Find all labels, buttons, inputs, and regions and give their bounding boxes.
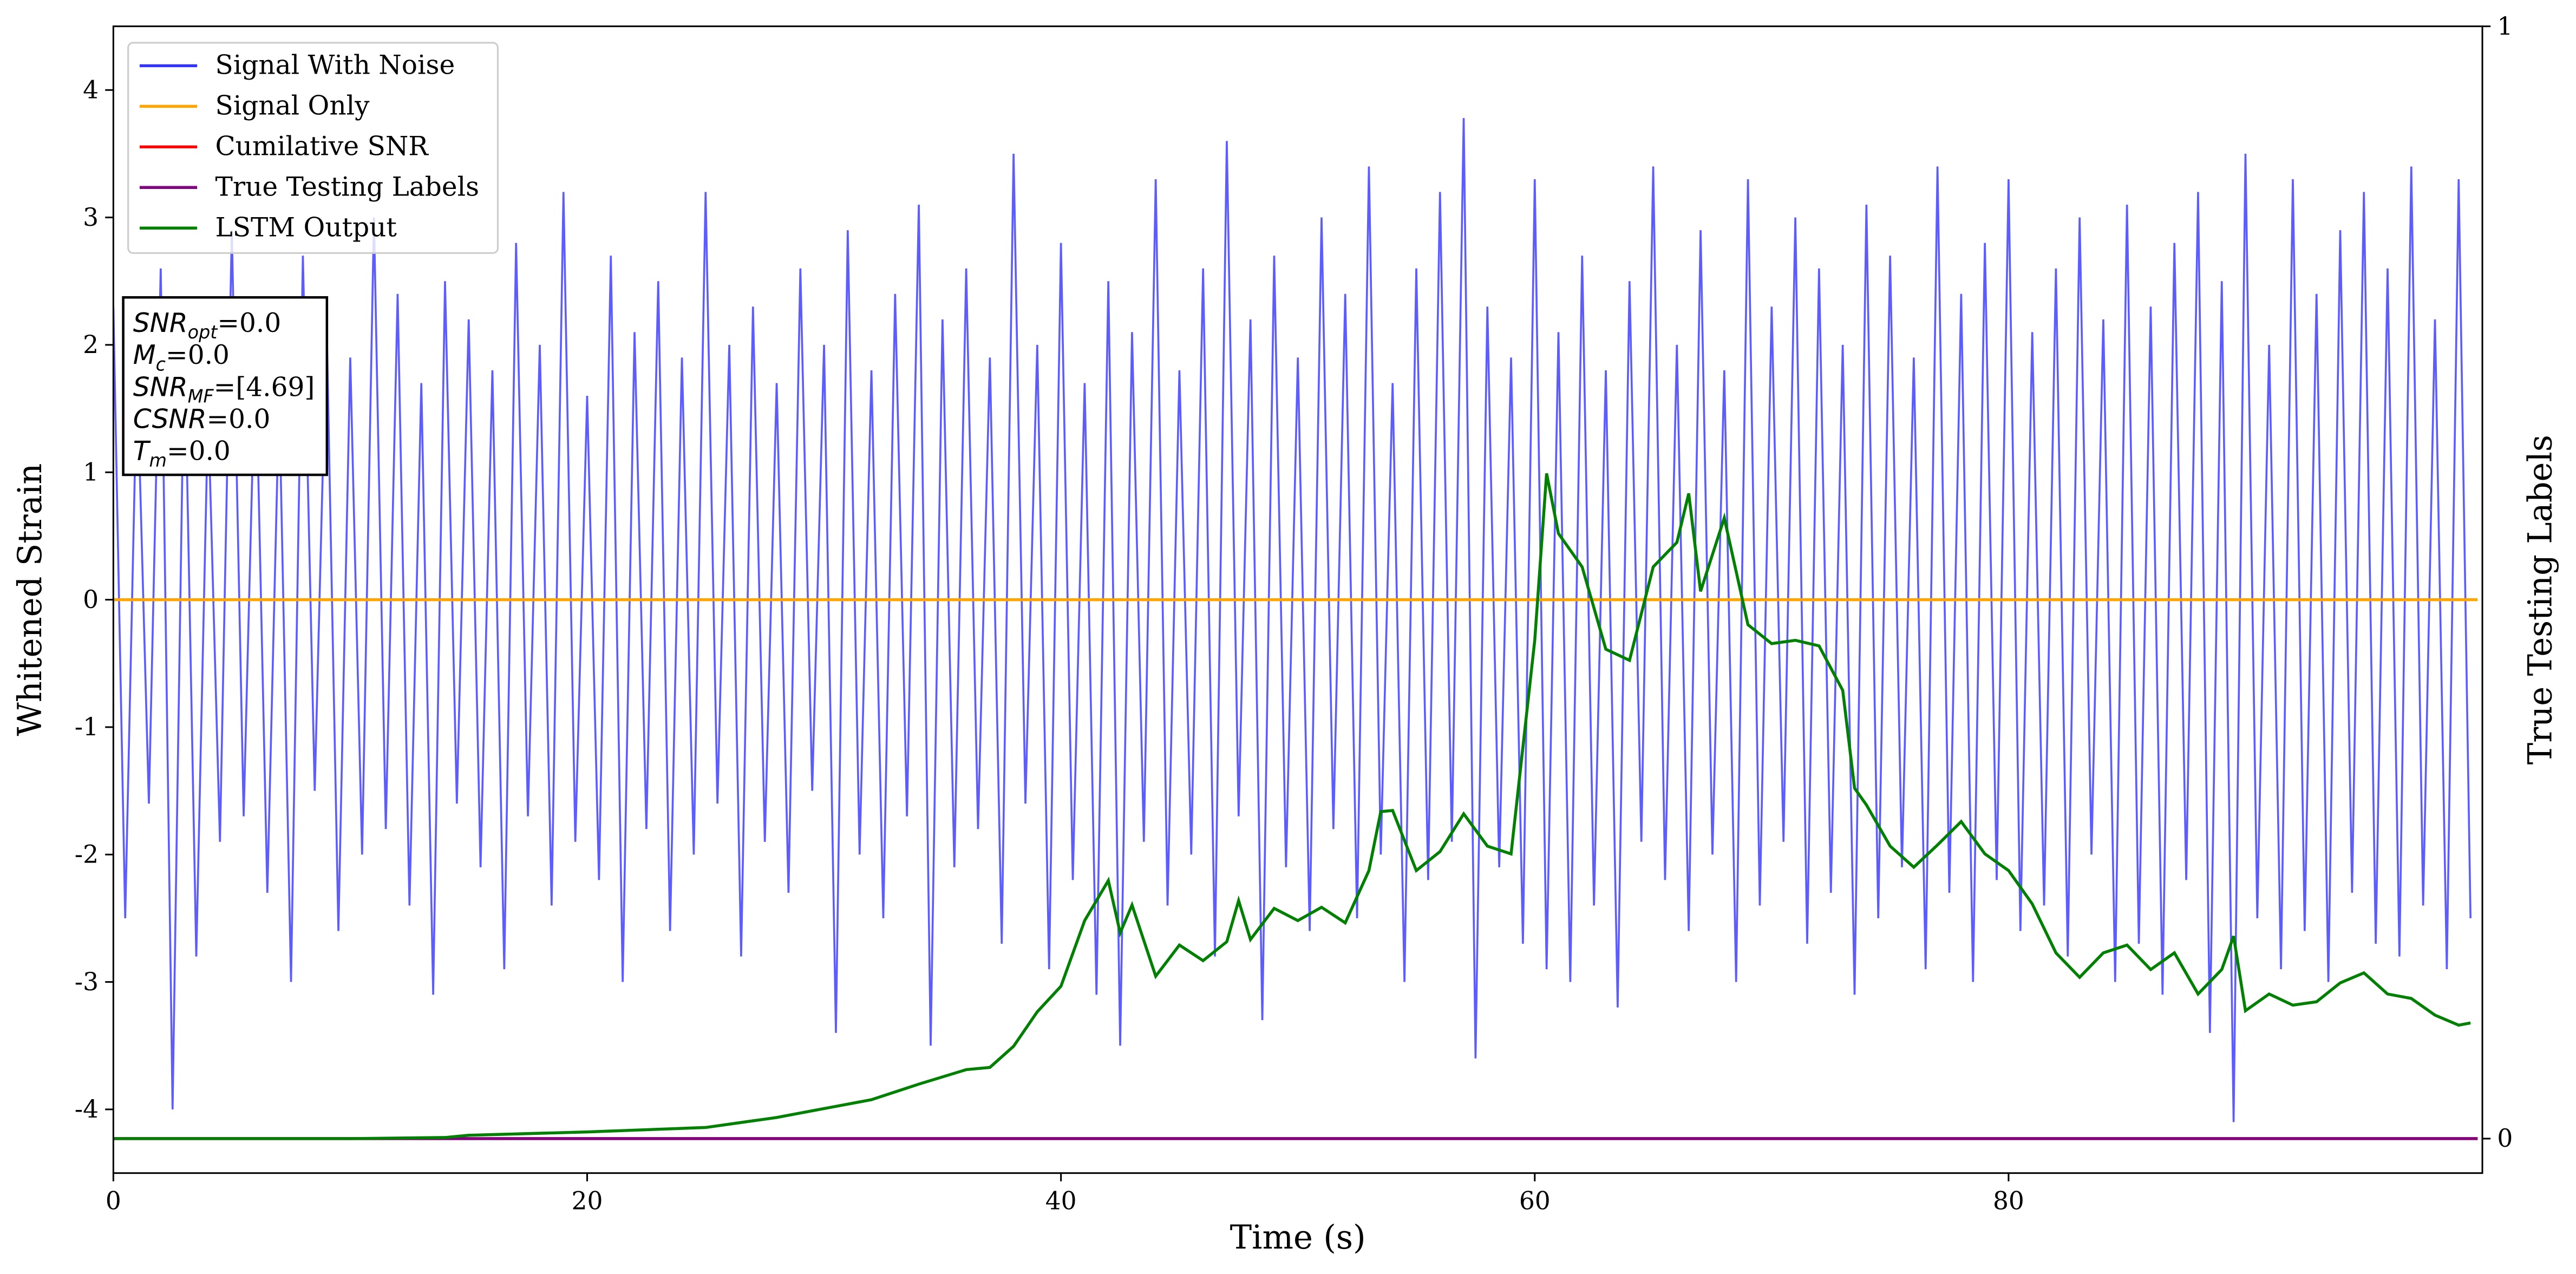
y-tick-label: -2 [75, 840, 99, 868]
legend-label: LSTM Output [215, 212, 397, 243]
annotation-value: =0.0 [217, 308, 281, 338]
annotation-symbol: CSNR [133, 404, 207, 435]
annotation-subscript: MF [188, 386, 214, 407]
x-tick-label: 80 [1993, 1186, 2024, 1215]
y-tick-label: 1 [83, 458, 99, 486]
legend-label: Cumilative SNR [215, 131, 429, 161]
annotation-symbol: SNR [133, 372, 188, 402]
y-tick-label: 4 [83, 75, 99, 104]
x-tick-label: 20 [572, 1186, 603, 1215]
x-tick-label: 40 [1045, 1186, 1077, 1215]
annotation-subscript: m [149, 450, 167, 471]
annotation-value: =0.0 [167, 436, 231, 467]
annotation-line: SNRopt=0.0 [133, 308, 281, 343]
plot-frame [112, 25, 2483, 1174]
annotation-line: Mc=0.0 [133, 340, 230, 375]
y2-tick-label: 0 [2497, 1124, 2513, 1153]
y-tick-label: 2 [83, 330, 99, 359]
annotation-subscript: opt [188, 322, 219, 343]
annotation-symbol: T [133, 436, 151, 467]
annotation-value: =0.0 [166, 340, 230, 370]
annotation-symbol: SNR [133, 308, 188, 338]
legend-label: Signal Only [215, 91, 370, 121]
annotation-symbol: M [133, 340, 156, 370]
annotation-subscript: c [156, 354, 166, 375]
y-tick-label: -3 [75, 968, 99, 996]
annotation-box [122, 296, 329, 476]
annotation-line: CSNR=0.0 [133, 404, 271, 435]
legend-box [127, 42, 499, 254]
x-axis-label: Time (s) [1230, 1219, 1366, 1257]
legend-label: Signal With Noise [215, 50, 455, 81]
series-line [113, 118, 2472, 1122]
y-tick-label: -4 [75, 1095, 99, 1123]
y2-tick-label: 1 [2497, 12, 2513, 41]
y-tick-label: -1 [75, 713, 99, 741]
y2-axis-label: True Testing Labels [2521, 435, 2559, 765]
annotation-value: =[4.69] [214, 372, 315, 402]
annotation-value: =0.0 [206, 404, 270, 435]
series-line [113, 473, 2471, 1140]
y-tick-label: 0 [83, 585, 99, 614]
x-tick-label: 60 [1519, 1186, 1551, 1215]
y-tick-label: 3 [83, 203, 99, 232]
annotation-line: Tm=0.0 [133, 436, 231, 471]
legend-label: True Testing Labels [215, 172, 480, 202]
x-tick-label: 0 [106, 1186, 121, 1215]
y-axis-label: Whitened Strain [11, 463, 49, 736]
annotation-line: SNRMF=[4.69] [133, 372, 315, 407]
